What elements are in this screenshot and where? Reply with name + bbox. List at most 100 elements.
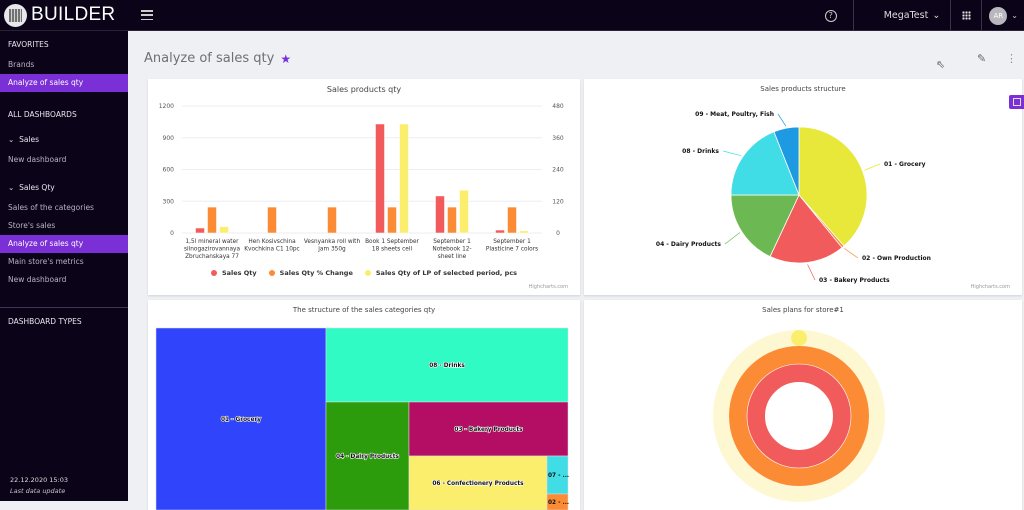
x-tick-label: Kvochkina C1 10pc (244, 247, 300, 253)
pie-label: 03 - Bakery Products (819, 277, 890, 284)
y-right-tick-label: 0 (556, 230, 560, 237)
legend-item-sales-qty[interactable]: Sales Qty (210, 269, 257, 277)
sidebar-item-new-dashboard-2[interactable]: New dashboard (8, 275, 67, 284)
treemap-cell-3[interactable] (408, 401, 569, 457)
pie-slice-5[interactable] (773, 126, 800, 196)
chart-credit[interactable]: Highcharts.com (528, 284, 568, 290)
bar-0-5[interactable] (495, 229, 505, 234)
sidebar-item-main-store-metrics[interactable]: Main store's metrics (8, 257, 84, 266)
page-title: Analyze of sales qty ★ (144, 51, 291, 66)
legend-label: Sales Qty % Change (279, 269, 353, 277)
favorite-star-icon[interactable]: ★ (280, 51, 292, 66)
apps-grid-icon (961, 11, 971, 20)
gauge-chart (713, 330, 885, 502)
sidebar-item-analyze-sales-qty-favorite[interactable]: Analyze of sales qty (0, 74, 128, 92)
treemap-label: 07 - ... (548, 473, 569, 479)
chart-credit[interactable]: Highcharts.com (970, 284, 1010, 290)
bar-1-2[interactable] (327, 206, 337, 234)
y-left-tick-label: 0 (170, 230, 174, 237)
pie-connector (722, 150, 742, 156)
treemap-label: 04 - Dairy Products (336, 454, 399, 460)
top-bar: BUILDER ? MegaTest ⌄ AR ⌄ (0, 0, 1024, 31)
pie-connector (777, 113, 787, 127)
last-update-label: Last data update (10, 487, 66, 495)
treemap-card: The structure of the sales categories qt… (148, 300, 580, 510)
bar-2-4[interactable] (459, 189, 469, 234)
x-tick-label: September 1 (433, 239, 471, 245)
y-right-tick-label: 480 (552, 103, 564, 110)
x-tick-label: jam 350g (317, 247, 346, 253)
group-label: Sales Qty (19, 183, 55, 192)
x-tick-label: Zbruchanskaya 77 (185, 254, 239, 260)
chart-title: Sales plans for store#1 (762, 306, 844, 314)
treemap-label: 03 - Bakery Products (454, 427, 523, 433)
last-update: 22.12.2020 15:03 Last data update (10, 476, 68, 495)
treemap-cell-0[interactable] (155, 327, 327, 510)
y-right-tick-label: 120 (552, 198, 564, 205)
avatar[interactable]: AR (989, 6, 1008, 25)
sidebar-item-brands[interactable]: Brands (8, 60, 35, 69)
pie-chart: 01 - Grocery 02 - Own Production 03 - Bake… (656, 111, 931, 284)
sidebar-item-new-dashboard[interactable]: New dashboard (8, 155, 67, 164)
bar-2-3[interactable] (399, 123, 409, 234)
bar-1-4[interactable] (447, 206, 457, 234)
gauge-ring-outer[interactable] (791, 330, 807, 346)
gauge-ring-inner[interactable] (747, 364, 851, 468)
side-panel-toggle-icon[interactable] (1009, 95, 1024, 109)
tenant-selector[interactable]: MegaTest ⌄ (854, 0, 951, 31)
apps-button[interactable] (951, 11, 981, 20)
pie-connector (724, 232, 741, 245)
edit-pencil-icon[interactable]: ✎ (977, 52, 987, 65)
pie-label: 09 - Meat, Poultry, Fish (695, 111, 774, 118)
legend-label: Sales Qty (221, 269, 257, 277)
favorites-heading: FAVORITES (8, 40, 49, 49)
bar-0-0[interactable] (195, 227, 205, 234)
bar-0-4[interactable] (435, 195, 445, 234)
pie-slice-3[interactable] (730, 194, 800, 258)
pie-label: 08 - Drinks (682, 148, 719, 155)
chevron-down-icon[interactable]: ⌄ (1011, 11, 1018, 20)
pie-label: 01 - Grocery (884, 161, 926, 168)
mouse-cursor-icon: ⇖ (936, 58, 946, 71)
bar-0-3[interactable] (375, 123, 385, 234)
pie-connector (844, 248, 859, 259)
sidebar-group-sales-qty[interactable]: ⌄ Sales Qty (0, 177, 128, 199)
menu-toggle-icon[interactable] (141, 10, 153, 20)
x-tick-label: sheet line (438, 254, 467, 260)
sidebar-item-analyze-sales-qty[interactable]: Analyze of sales qty (0, 235, 128, 253)
bar-1-3[interactable] (387, 206, 397, 234)
logo[interactable]: BUILDER (0, 0, 130, 31)
x-tick-label: silnogazirovannaya (184, 247, 240, 253)
help-icon[interactable]: ? (824, 9, 837, 22)
sidebar-item-sales-categories[interactable]: Sales of the categories (8, 203, 94, 212)
logo-qr-icon (4, 3, 27, 27)
sidebar-group-sales[interactable]: ⌄ Sales (0, 129, 128, 151)
gauge-ring-middle[interactable] (729, 346, 869, 486)
pie-slice-2[interactable] (769, 194, 843, 264)
last-update-timestamp: 22.12.2020 15:03 (10, 476, 69, 484)
sidebar-divider (0, 307, 128, 308)
treemap-cell-1[interactable] (325, 327, 569, 403)
pie-chart-card: Sales products structure 01 - Grocery 02 … (584, 79, 1022, 295)
y-left-tick-label: 1200 (159, 103, 174, 110)
x-tick-label: 18 sheets cell (372, 247, 413, 253)
bar-1-0[interactable] (207, 206, 217, 234)
pie-slice-0[interactable] (798, 126, 868, 247)
bar-1-5[interactable] (507, 206, 517, 234)
pie-label: 02 - Own Production (862, 255, 931, 262)
legend-label: Sales Qty of LP of selected period, pcs (375, 269, 518, 277)
pie-connector (807, 264, 816, 281)
bar-2-5[interactable] (519, 230, 529, 234)
sidebar-item-stores-sales[interactable]: Store's sales (8, 221, 56, 230)
legend-item-sales-qty-lp[interactable]: Sales Qty of LP of selected period, pcs (364, 269, 518, 277)
page-title-text: Analyze of sales qty (144, 51, 275, 66)
legend-item-sales-qty-change[interactable]: Sales Qty % Change (268, 269, 353, 277)
x-tick-label: Vesnyanka roll with (304, 239, 361, 245)
gauge-separator (746, 363, 852, 469)
pie-slice-4[interactable] (730, 131, 800, 196)
treemap-cell-2[interactable] (325, 401, 410, 510)
bar-1-1[interactable] (267, 206, 277, 234)
bar-2-0[interactable] (219, 226, 229, 234)
more-vertical-icon[interactable]: ⋮ (1006, 52, 1017, 65)
y-left-tick-label: 600 (163, 167, 175, 174)
